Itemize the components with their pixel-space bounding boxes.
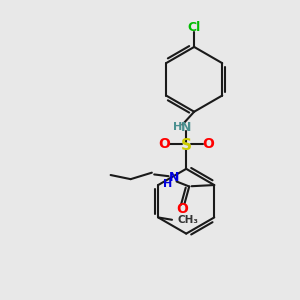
Text: Cl: Cl (188, 21, 201, 34)
Text: CH₃: CH₃ (178, 215, 199, 225)
Text: O: O (176, 202, 188, 217)
Text: H: H (173, 122, 183, 132)
Text: N: N (168, 171, 179, 184)
Text: O: O (158, 137, 170, 151)
Text: N: N (181, 121, 191, 134)
Text: H: H (163, 179, 172, 189)
Text: S: S (181, 138, 192, 153)
Text: O: O (202, 137, 214, 151)
